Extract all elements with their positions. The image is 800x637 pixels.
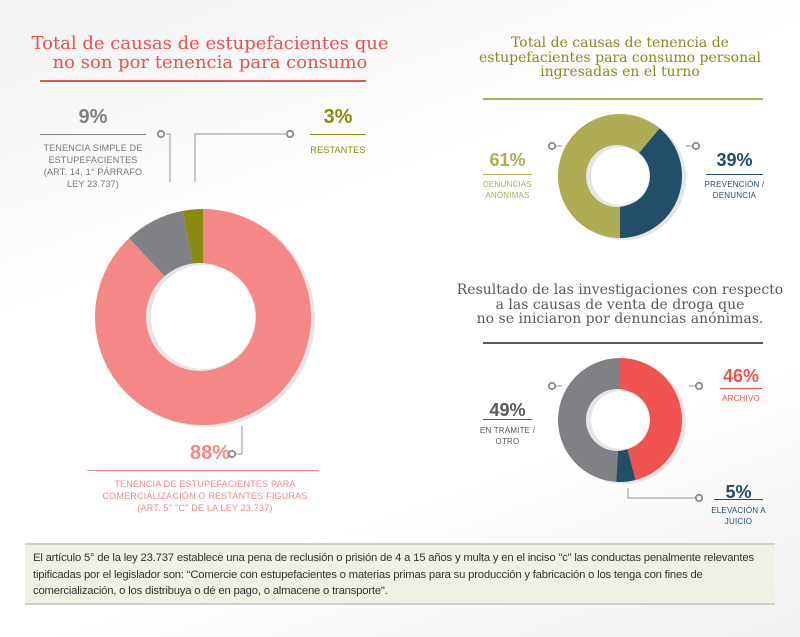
chart1-hole (151, 265, 255, 369)
chart3-rule-elevacion (714, 499, 763, 500)
chart3-tramite-leader-dot (547, 381, 557, 391)
chart3-label-archivo: ARCHIVO (722, 394, 760, 403)
chart2-title-rule (483, 98, 763, 100)
chart1-restantes-leader-dot (285, 129, 295, 139)
chart1-pct-comercializacion: 88% (189, 442, 231, 464)
label-line: OTRO (495, 436, 520, 446)
chart3-hole (591, 391, 649, 449)
chart3-title: Resultado de las investigaciones con res… (450, 283, 790, 327)
chart2-slice-anonimas (558, 114, 660, 238)
label-line: ELEVACIÓN A (711, 506, 766, 515)
chart1-title: Total de causas de estupefacientes que n… (20, 33, 400, 73)
label-line: (ART. 14, 1° PÁRRAFO (43, 167, 143, 178)
chart3-pct-tramite: 49% (489, 400, 526, 420)
chart1-label-tenencia-simple: TENENCIA SIMPLE DE ESTUPEFACIENTES (ART.… (30, 142, 156, 191)
label-line: ANÓNIMAS (485, 190, 530, 200)
chart2-title-line3: ingresadas en el turno (540, 64, 700, 81)
chart1-title-line1: Total de causas de estupefacientes que (31, 33, 389, 54)
chart2-title: Total de causas de tenencia de estupefac… (470, 36, 770, 80)
chart3-title-line1: Resultado de las investigaciones con res… (456, 282, 784, 298)
chart2-rule-anonimas (483, 174, 532, 175)
chart2-hole (591, 147, 649, 205)
label-line: DENUNCIAS (483, 180, 532, 189)
chart1-pct-restantes: 3% (323, 106, 353, 128)
chart3-elevacion-leader-line (627, 488, 695, 499)
chart3-slice-elevacion (616, 449, 636, 482)
label-line: DENUNCIA (712, 190, 757, 200)
chart3-rule-archivo (720, 388, 762, 389)
chart2-label-prevencion: PREVENCIÓN / DENUNCIA (696, 180, 773, 202)
chart1-title-line2: no son por tenencia para consumo (52, 51, 368, 73)
label-line: ESTUPEFACIENTES (48, 155, 138, 166)
chart2-title-line1: Total de causas de tenencia de (511, 35, 729, 51)
label-line: JUICIO (724, 516, 753, 526)
chart2-pct-anonimas: 61% (489, 150, 526, 170)
chart3-title-rule (483, 342, 763, 344)
label-line: PREVENCIÓN / (704, 180, 765, 189)
chart3-slice-archivo (620, 358, 682, 481)
chart3-elevacion-leader-dot (694, 493, 704, 503)
chart1-comercializacion-leader-dot (227, 449, 237, 459)
chart2-pct-prevencion: 39% (716, 150, 753, 170)
chart1-tenencia-simple-leader-dot (156, 129, 166, 139)
chart3-archivo-leader-dot (694, 381, 704, 391)
label-line: LEY 23.737) (66, 179, 120, 190)
chart3-rule-tramite (483, 419, 532, 420)
chart3-title-line2: a las causas de venta de droga que (495, 296, 745, 313)
chart2-prevencion-leader-dot (691, 141, 701, 151)
chart1-tenencia-simple-leader-line (166, 133, 171, 182)
chart1-comercializacion-leader-line (236, 426, 243, 455)
label-line: (ART. 5° "C" DE LA LEY 23.737) (137, 503, 273, 514)
chart2-anonimas-leader-dot (547, 141, 557, 151)
chart1-rule-tenencia-simple (40, 134, 146, 135)
chart1-rule-restantes (310, 134, 366, 135)
label-line: EN TRÁMITE / (479, 426, 536, 435)
chart3-label-tramite: EN TRÁMITE / OTRO (473, 426, 542, 448)
chart1-slice-tenencia-simple (129, 210, 194, 279)
chart3-pct-elevacion: 5% (725, 482, 752, 502)
chart3-pct-archivo: 46% (722, 366, 760, 386)
label-line: TENENCIA DE ESTUPEFACIENTES PARA (114, 479, 296, 489)
chart1-slice-restantes (182, 209, 203, 265)
chart1-label-comercializacion: TENENCIA DE ESTUPEFACIENTES PARA COMERCI… (60, 478, 350, 514)
chart3-label-elevacion: ELEVACIÓN A JUICIO (704, 506, 773, 528)
chart1-label-restantes: RESTANTES (310, 145, 366, 155)
chart3-title-line3: no se iniciaron por denuncias anónimas. (476, 311, 764, 328)
chart1-slice-comercializacion (95, 209, 312, 426)
footnote: El artículo 5° de la ley 23.737 establec… (25, 543, 775, 605)
chart2-title-line2: estupefacientes para consumo personal (479, 49, 761, 66)
chart1-rule-comercializacion (87, 470, 319, 471)
chart1-restantes-leader-line (194, 133, 286, 182)
chart2-rule-prevencion (706, 174, 763, 175)
label-line: COMERCIALIZACIÓN O RESTANTES FIGURAS (102, 491, 308, 502)
chart2-label-anonimas: DENUNCIAS ANÓNIMAS (473, 180, 542, 202)
chart1-pct-tenencia-simple: 9% (78, 106, 108, 128)
label-line: TENENCIA SIMPLE DE (43, 143, 143, 153)
chart2-slice-prevencion (620, 128, 682, 238)
chart1-title-rule (40, 80, 366, 82)
